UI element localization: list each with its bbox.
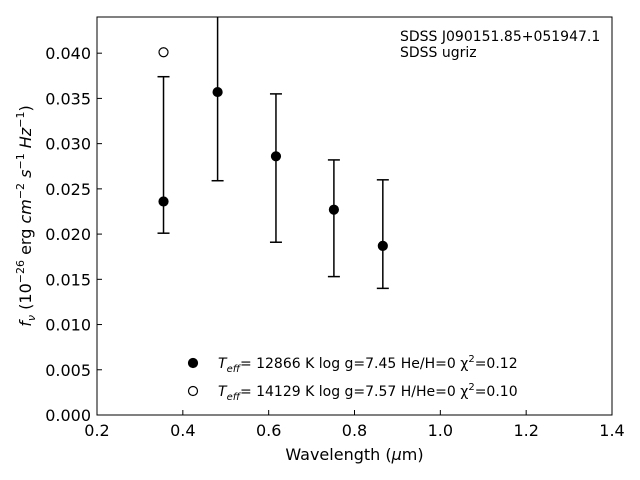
x-tick-label: 1.4	[599, 421, 624, 440]
error-bars	[157, 17, 389, 290]
y-tick-label: 0.000	[45, 406, 91, 425]
x-tick-label: 0.6	[256, 421, 281, 440]
object-annotation: SDSS J090151.85+051947.1	[400, 29, 600, 45]
legend-marker	[187, 385, 199, 397]
data-point-filled	[158, 196, 169, 207]
filter-annotation: SDSS ugriz	[400, 45, 477, 61]
legend-entry: Teff= 12866 K log g=7.45 He/H=0 χ2=0.12	[218, 354, 518, 375]
y-tick-label: 0.020	[45, 225, 91, 244]
y-tick-label: 0.025	[45, 180, 91, 199]
x-tick-label: 0.4	[170, 421, 195, 440]
x-tick-label: 0.8	[342, 421, 367, 440]
x-tick-label: 1.0	[428, 421, 453, 440]
data-point-filled	[328, 204, 339, 215]
y-tick-label: 0.015	[45, 270, 91, 289]
x-axis-label: Wavelength (μm)	[285, 445, 423, 464]
data-point-open	[158, 47, 169, 58]
x-tick-label: 1.2	[513, 421, 538, 440]
x-tick-label: 0.2	[84, 421, 109, 440]
y-tick-label: 0.010	[45, 316, 91, 335]
data-point-filled	[377, 240, 388, 251]
y-tick-label: 0.040	[45, 44, 91, 63]
legend-entry: Teff= 14129 K log g=7.57 H/He=0 χ2=0.10	[218, 382, 518, 403]
y-axis-ticks: 0.000 0.005 0.010 0.015 0.020 0.025 0.030 0.035…	[45, 44, 102, 425]
data-points	[158, 47, 388, 251]
legend: Teff= 12866 K log g=7.45 He/H=0 χ2=0.12 T…	[187, 354, 518, 403]
y-tick-label: 0.030	[45, 135, 91, 154]
y-axis-label: fν (10−26 erg cm−2 s−1 Hz−1)	[14, 105, 38, 326]
legend-marker	[187, 357, 199, 369]
data-point-filled	[270, 151, 282, 162]
data-point-filled	[212, 86, 223, 98]
y-tick-label: 0.005	[45, 361, 91, 380]
x-axis-ticks: 0.2 0.4 0.6 0.8 1.0 1.2 1.4	[84, 410, 625, 440]
y-tick-label: 0.035	[45, 89, 91, 108]
